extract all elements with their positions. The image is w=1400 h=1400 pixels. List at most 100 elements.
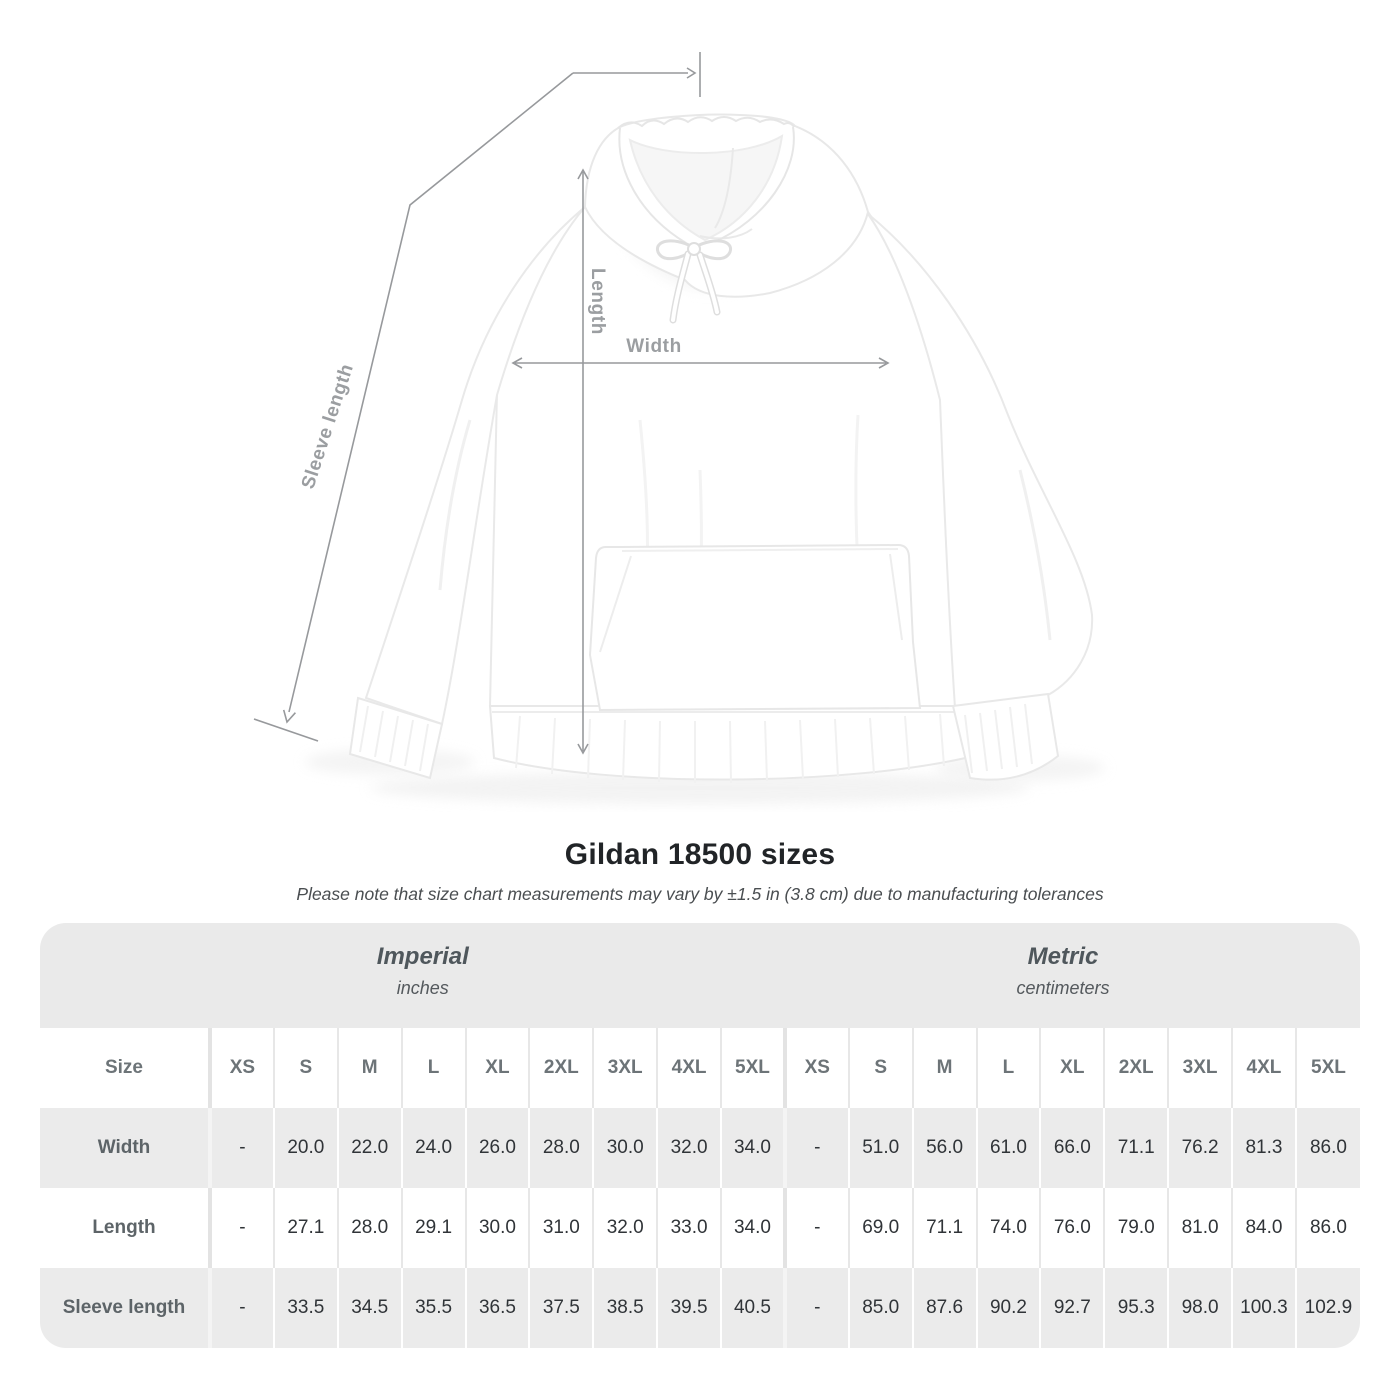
imperial-value-cell: 22.0 (336, 1108, 402, 1188)
size-header-metric-5xl: 5XL (1294, 1028, 1360, 1108)
imperial-value-cell: 30.0 (592, 1108, 658, 1188)
size-header-imperial-m: M (336, 1028, 402, 1108)
metric-value-cell: 98.0 (1167, 1268, 1232, 1348)
page-title: Gildan 18500 sizes (564, 838, 836, 871)
size-header-metric-4xl: 4XL (1231, 1028, 1296, 1108)
imperial-group-header: Imperial inches (377, 943, 469, 999)
imperial-group-label: Imperial (376, 943, 469, 970)
size-header-imperial-xl: XL (464, 1028, 530, 1108)
sleeve-length-arrow (253, 72, 574, 742)
size-measurement-table: Size XS S M L XL 2XL 3XL 4XL 5XL XS S M L XL 2XL 3XL 4XL 5… (40, 1028, 1360, 1348)
hood (583, 113, 870, 298)
imperial-value-cell: 35.5 (400, 1268, 466, 1348)
imperial-value-cell: 32.0 (656, 1108, 721, 1188)
width-arrow (511, 357, 890, 369)
size-header-metric-2xl: 2XL (1103, 1028, 1169, 1108)
measurement-annotations (253, 52, 890, 755)
row-label: Sleeve length (40, 1268, 210, 1348)
left-sleeve (348, 206, 586, 780)
size-header-metric-3xl: 3XL (1167, 1028, 1232, 1108)
metric-value-cell: 90.2 (975, 1268, 1041, 1348)
sleeve-length-measure-label: Sleeve length (298, 361, 358, 491)
imperial-value-cell: 39.5 (656, 1268, 721, 1348)
metric-value-cell: 66.0 (1039, 1108, 1105, 1188)
tolerance-note: Please note that size chart measurements… (296, 884, 1104, 904)
imperial-value-cell: 24.0 (400, 1108, 466, 1188)
size-header-metric-l: L (975, 1028, 1041, 1108)
imperial-value-cell: 32.0 (592, 1188, 658, 1268)
size-header-metric-s: S (847, 1028, 913, 1108)
metric-value-cell: 86.0 (1294, 1108, 1360, 1188)
imperial-value-cell: 34.0 (720, 1188, 785, 1268)
metric-value-cell: - (782, 1108, 849, 1188)
metric-value-cell: 56.0 (911, 1108, 977, 1188)
imperial-value-cell: 38.5 (592, 1268, 658, 1348)
row-label: Width (40, 1108, 210, 1188)
imperial-value-cell: - (208, 1108, 274, 1188)
metric-value-cell: - (782, 1268, 849, 1348)
right-sleeve (867, 213, 1094, 781)
imperial-value-cell: 28.0 (528, 1108, 594, 1188)
unit-group-band: Imperial inches Metric centimeters (40, 923, 1360, 1028)
size-column-header: Size (40, 1028, 210, 1108)
metric-value-cell: 76.2 (1167, 1108, 1232, 1188)
metric-value-cell: 102.9 (1294, 1268, 1360, 1348)
imperial-value-cell: 27.1 (272, 1188, 338, 1268)
length-measure-label: Length (587, 268, 608, 335)
size-table: Imperial inches Metric centimeters Size X… (40, 923, 1360, 1348)
neck-reference-arrow (573, 52, 701, 97)
size-header-imperial-xs: XS (208, 1028, 274, 1108)
metric-value-cell: 51.0 (847, 1108, 913, 1188)
metric-value-cell: 76.0 (1039, 1188, 1105, 1268)
size-header-row: Size XS S M L XL 2XL 3XL 4XL 5XL XS S M L XL 2XL 3XL 4XL 5… (40, 1028, 1360, 1108)
hoodie-illustration: Length Width Sleeve length (253, 52, 1105, 804)
row-label: Length (40, 1188, 210, 1268)
metric-value-cell: 81.3 (1231, 1108, 1296, 1188)
kangaroo-pocket (588, 543, 922, 712)
measurement-row-length: Length -27.1 28.0 29.1 30.0 31.0 32.0 33.0 34.0-… (40, 1188, 1360, 1268)
imperial-value-cell: 33.5 (272, 1268, 338, 1348)
imperial-value-cell: 34.0 (720, 1108, 785, 1188)
imperial-value-cell: 20.0 (272, 1108, 338, 1188)
size-header-imperial-4xl: 4XL (656, 1028, 721, 1108)
metric-value-cell: 85.0 (847, 1268, 913, 1348)
imperial-value-cell: 40.5 (720, 1268, 785, 1348)
imperial-value-cell: 37.5 (528, 1268, 594, 1348)
size-header-imperial-l: L (400, 1028, 466, 1108)
imperial-value-cell: 30.0 (464, 1188, 530, 1268)
imperial-value-cell: 28.0 (336, 1188, 402, 1268)
size-header-imperial-2xl: 2XL (528, 1028, 594, 1108)
metric-group-header: Metric centimeters (1016, 943, 1109, 999)
metric-group-unit: centimeters (1016, 978, 1110, 998)
metric-value-cell: 79.0 (1103, 1188, 1169, 1268)
measurement-row-width: Width -20.0 22.0 24.0 26.0 28.0 30.0 32.0 34.0-5… (40, 1108, 1360, 1188)
metric-value-cell: 71.1 (911, 1188, 977, 1268)
imperial-value-cell: 34.5 (336, 1268, 402, 1348)
metric-value-cell: - (782, 1188, 849, 1268)
imperial-value-cell: 31.0 (528, 1188, 594, 1268)
metric-value-cell: 86.0 (1294, 1188, 1360, 1268)
drawstring-bow (656, 239, 732, 324)
metric-group-label: Metric (1027, 943, 1099, 970)
imperial-value-cell: 26.0 (464, 1108, 530, 1188)
size-header-metric-m: M (911, 1028, 977, 1108)
imperial-value-cell: 29.1 (400, 1188, 466, 1268)
metric-value-cell: 100.3 (1231, 1268, 1296, 1348)
length-arrow (577, 168, 589, 755)
imperial-value-cell: - (208, 1188, 274, 1268)
size-header-imperial-5xl: 5XL (720, 1028, 785, 1108)
width-measure-label: Width (626, 336, 682, 357)
metric-value-cell: 69.0 (847, 1188, 913, 1268)
imperial-value-cell: 36.5 (464, 1268, 530, 1348)
imperial-group-unit: inches (396, 978, 449, 998)
size-header-imperial-3xl: 3XL (592, 1028, 658, 1108)
imperial-value-cell: - (208, 1268, 274, 1348)
measurement-row-sleeve-length: Sleeve length -33.5 34.5 35.5 36.5 37.5 38.5 39… (40, 1268, 1360, 1348)
size-header-metric-xs: XS (782, 1028, 849, 1108)
metric-value-cell: 87.6 (911, 1268, 977, 1348)
metric-value-cell: 95.3 (1103, 1268, 1169, 1348)
size-header-metric-xl: XL (1039, 1028, 1105, 1108)
hem-band (488, 705, 980, 784)
metric-value-cell: 92.7 (1039, 1268, 1105, 1348)
